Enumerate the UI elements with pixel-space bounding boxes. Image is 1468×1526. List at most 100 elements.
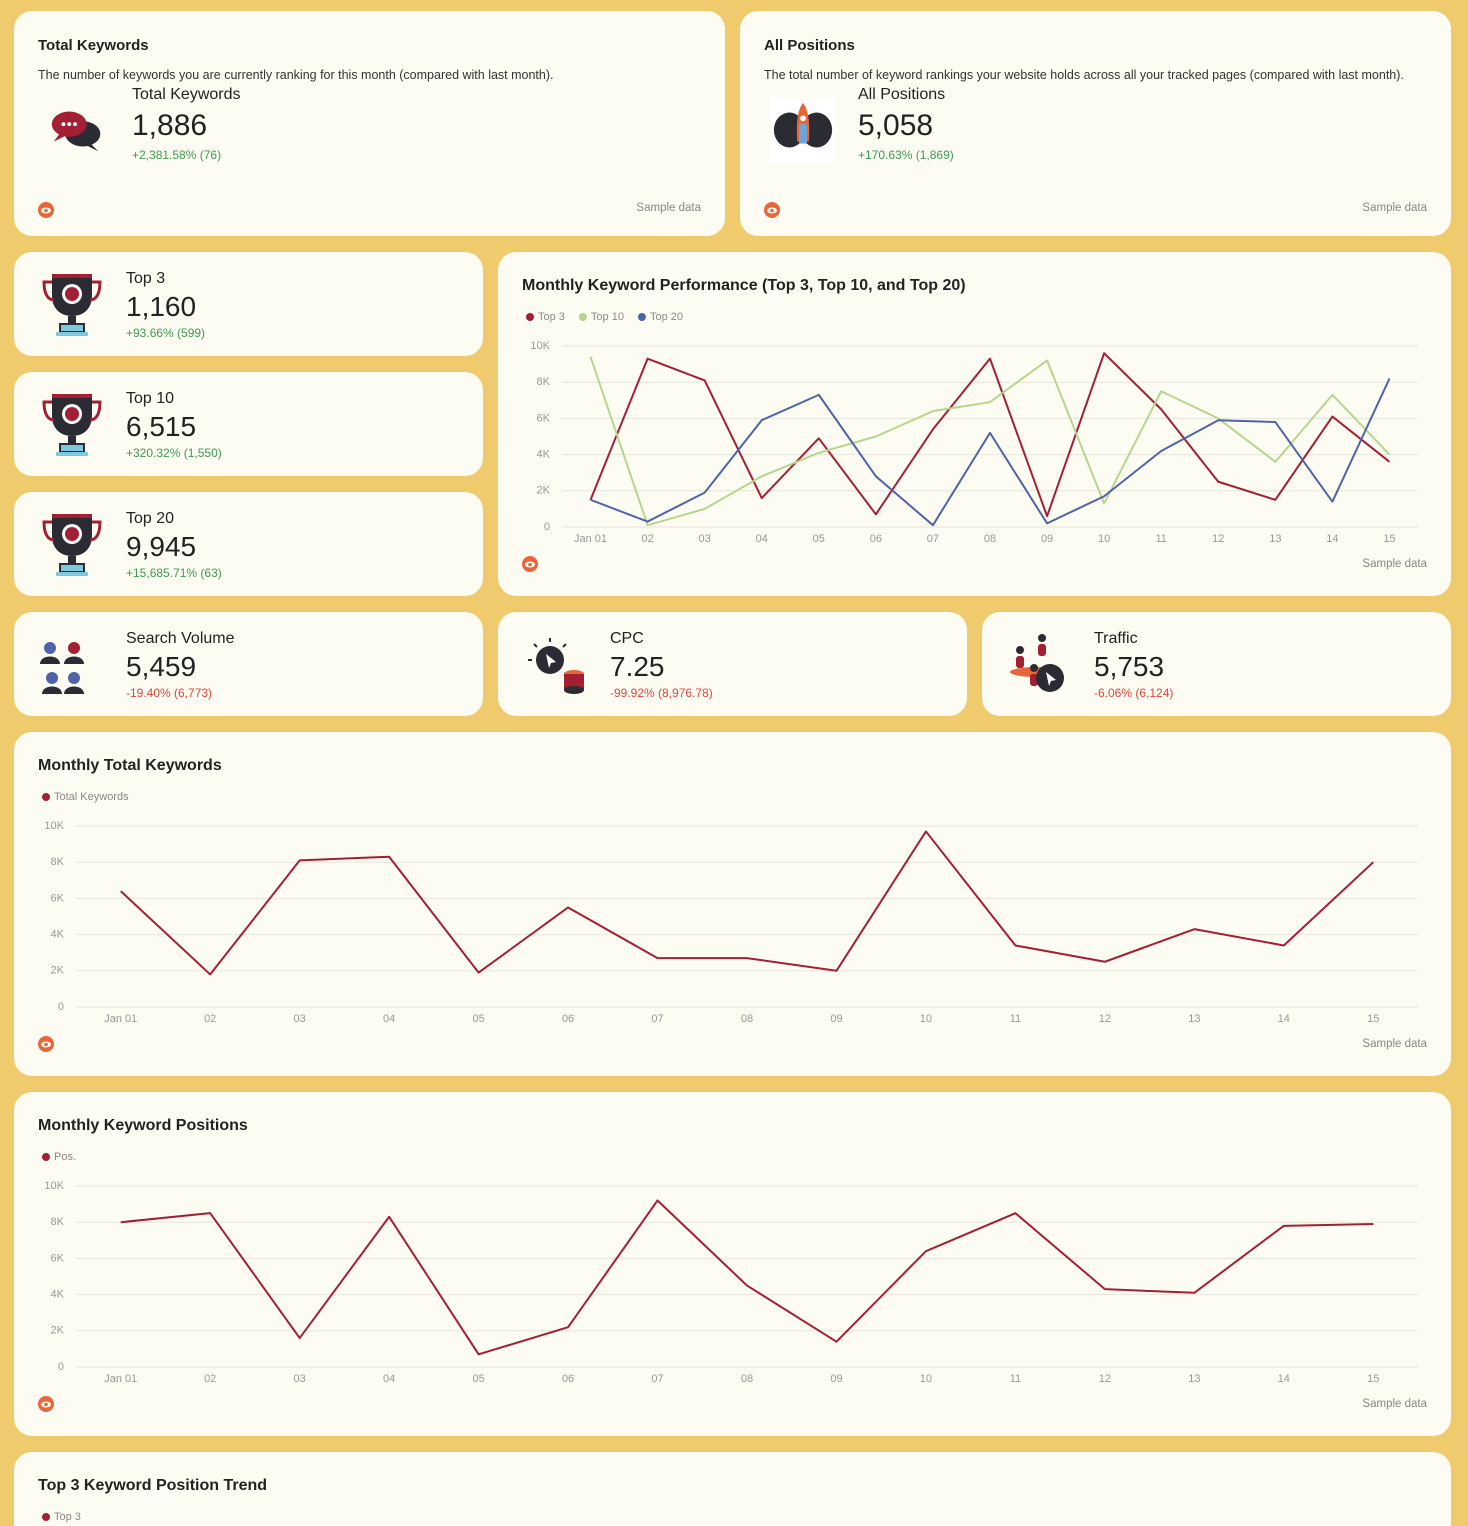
x-tick-label: 08 [741,1373,753,1385]
x-tick-label: 15 [1367,1373,1379,1385]
y-tick-label: 6K [51,892,65,904]
chart-title: Monthly Keyword Positions [38,1117,248,1134]
x-tick-label: 13 [1269,533,1281,545]
kpi-icon [51,111,101,152]
x-tick-label: 12 [1212,533,1224,545]
x-tick-label: 06 [870,533,882,545]
brand-logo [522,556,538,572]
x-tick-label: 09 [830,1373,842,1385]
metric-text: Top 20 9,945 +15,685.71% (63) [126,510,222,580]
x-tick-label: 14 [1278,1373,1290,1385]
x-tick-label: 06 [562,1373,574,1385]
x-tick-label: 08 [984,533,996,545]
kpi-label: Total Keywords [132,86,241,103]
x-tick-label: 03 [699,533,711,545]
y-tick-label: 4K [537,449,551,461]
kpi-value: 1,886 [132,109,208,142]
description-text: The number of keywords you are currently… [38,68,554,82]
summary-card: Total Keywords The number of keywords you… [14,11,725,236]
y-tick-label: 4K [51,1289,65,1301]
series-line [120,1199,1374,1356]
metric-change: +15,685.71% (63) [126,566,222,580]
chart: Monthly Keyword Positions Pos. 0 2K 4K 6K 8K 10… [38,1117,1428,1410]
footer-note: Sample data [1362,558,1427,570]
x-tick-label: 10 [920,1013,932,1025]
metric-text: Top 10 6,515 +320.32% (1,550) [126,390,222,460]
metric-change: +320.32% (1,550) [126,446,222,460]
x-tick-label: 13 [1188,1373,1200,1385]
x-tick-label: Jan 01 [104,1013,137,1025]
metric-value: 6,515 [126,411,197,442]
legend-label: Top 3 [54,1511,81,1523]
brand-logo [38,1396,54,1412]
y-tick-label: 6K [51,1252,65,1264]
x-tick-label: 08 [741,1013,753,1025]
metric-icon [42,514,102,576]
chart-title: Monthly Total Keywords [38,757,222,774]
metric-value: 1,160 [126,291,197,322]
legend-marker [526,313,534,321]
series-line [590,378,1391,527]
metric-icon [42,394,102,456]
card-title: All Positions [764,37,855,54]
chart-card: Top 3 Keyword Position Trend Top 3 [14,1452,1451,1526]
y-tick-label: 2K [51,965,65,977]
y-tick-label: 10K [530,340,550,352]
metric-label: Traffic [1094,630,1138,647]
brand-logo [38,202,54,218]
series-line [589,352,1391,518]
metric-label: Search Volume [126,630,235,647]
x-tick-label: 12 [1099,1373,1111,1385]
x-tick-label: 11 [1155,533,1166,545]
legend-marker [578,313,587,321]
x-tick-label: 13 [1188,1013,1200,1025]
x-tick-label: 14 [1278,1013,1290,1025]
metric-card: Search Volume 5,459 -19.40% (6,773) [14,612,483,716]
metric-change: -6.06% (6,124) [1094,686,1174,700]
legend-label: Top 10 [591,311,624,323]
y-tick-label: 8K [537,376,551,388]
metric-text: Search Volume 5,459 -19.40% (6,773) [126,630,235,700]
legend-label: Pos. [54,1151,76,1163]
metric-text: Traffic 5,753 -6.06% (6,124) [1094,630,1173,700]
metric-value: 9,945 [126,531,197,562]
x-tick-label: 10 [920,1373,932,1385]
brand-logo [764,202,780,218]
x-tick-label: 09 [830,1013,842,1025]
x-tick-label: 03 [294,1373,306,1385]
summary-card: All Positions The total number of keyword… [740,11,1451,236]
kpi-change: +2,381.58% (76) [132,148,222,162]
y-tick-label: 2K [51,1325,65,1337]
x-tick-label: 07 [927,533,939,545]
card-title: Total Keywords [38,37,149,54]
legend-marker [42,1513,50,1521]
x-tick-label: 04 [756,533,768,545]
x-tick-label: 02 [641,533,653,545]
x-tick-label: 09 [1041,533,1053,545]
metric-value: 5,459 [126,651,197,682]
y-tick-label: 4K [51,929,65,941]
y-tick-label: 6K [537,412,551,424]
kpi-value: 5,058 [858,109,934,142]
x-tick-label: 02 [204,1013,216,1025]
metric-text: Top 3 1,160 +93.66% (599) [126,270,205,340]
x-tick-label: Jan 01 [574,533,607,545]
x-tick-label: 05 [472,1373,484,1385]
legend-label: Top 3 [538,311,565,323]
legend-marker [42,793,50,801]
metric-change: -99.92% (8,976.78) [610,686,713,700]
metric-text: CPC 7.25 -99.92% (8,976.78) [610,630,713,700]
chart-card: Monthly Total Keywords Total Keywords 0 2K 4… [14,732,1451,1076]
x-tick-label: 10 [1098,533,1110,545]
y-tick-label: 0 [544,521,550,533]
footer-note: Sample data [1362,202,1427,214]
y-tick-label: 8K [51,856,65,868]
legend-marker [42,1153,50,1161]
kpi-row: Total Keywords 1,886 +2,381.58% (76) [38,87,701,163]
kpi-change: +170.63% (1,869) [858,148,954,162]
metric-card: CPC 7.25 -99.92% (8,976.78) [498,612,967,716]
x-tick-label: 04 [383,1373,395,1385]
kpi-row: All Positions 5,058 +170.63% (1,869) [764,87,1427,163]
chart: Top 3 Keyword Position Trend Top 3 [38,1477,267,1523]
x-tick-label: 11 [1010,1373,1021,1385]
